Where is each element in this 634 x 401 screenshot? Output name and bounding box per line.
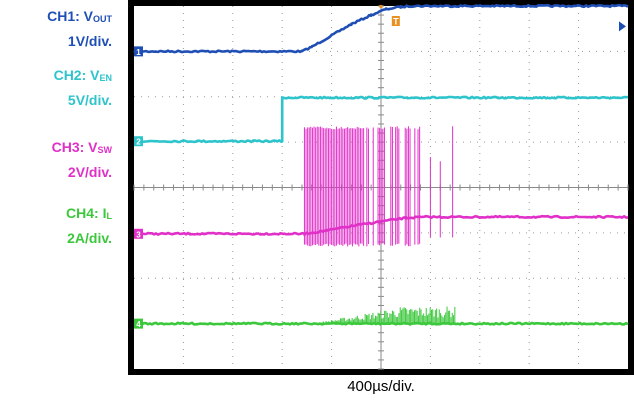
ch1-ground-marker [134,46,143,57]
legend-ch4: CH4: IL 2A/div. [66,202,112,250]
trigger-marker-label: T [393,17,399,27]
legend-ch4-scale: 2A/div. [67,230,112,246]
timebase-label: 400µs/div. [347,378,415,395]
oscilloscope-plot: 1 2 3 4 T [128,0,634,375]
ch3-ground-marker-label: 3 [136,230,141,239]
legend-ch2-scale: 5V/div. [67,92,112,108]
ch3-ground-marker [134,228,143,239]
ch4-ground-marker [134,318,143,329]
trigger-position-tick [379,5,383,8]
ch2-ground-marker-label: 2 [136,138,141,147]
ch1-trace [133,3,629,54]
legend-ch3-scale: 2V/div. [67,164,112,180]
trigger-level-arrow [619,21,626,32]
ch4-ground-marker-label: 4 [136,320,141,329]
legend-ch2-sub: EN [99,73,112,83]
ch1-ground-marker-label: 1 [136,48,141,57]
ch2-trace [133,95,629,144]
ch3-trace [133,214,629,236]
ch4-trace [133,321,629,326]
oscilloscope-screen: 1 2 3 4 T [128,0,634,375]
legend-ch1-sub: OUT [93,14,112,24]
trigger-marker [391,16,400,26]
legend-ch4-name: CH4: I [66,205,107,221]
legend-ch1-name: CH1: V [47,8,93,24]
legend-ch3-name: CH3: V [51,139,98,155]
legend-ch3-sub: SW [97,145,113,155]
legend-ch4-sub: L [106,211,113,221]
legend-ch1-scale: 1V/div. [67,33,112,49]
ch2-ground-marker [134,136,143,147]
legend-ch1: CH1: VOUT 1V/div. [47,5,112,53]
legend-ch3: CH3: VSW 2V/div. [52,136,112,184]
legend-ch2-name: CH2: V [53,67,100,83]
legend-ch2: CH2: VEN 5V/div. [54,64,112,112]
